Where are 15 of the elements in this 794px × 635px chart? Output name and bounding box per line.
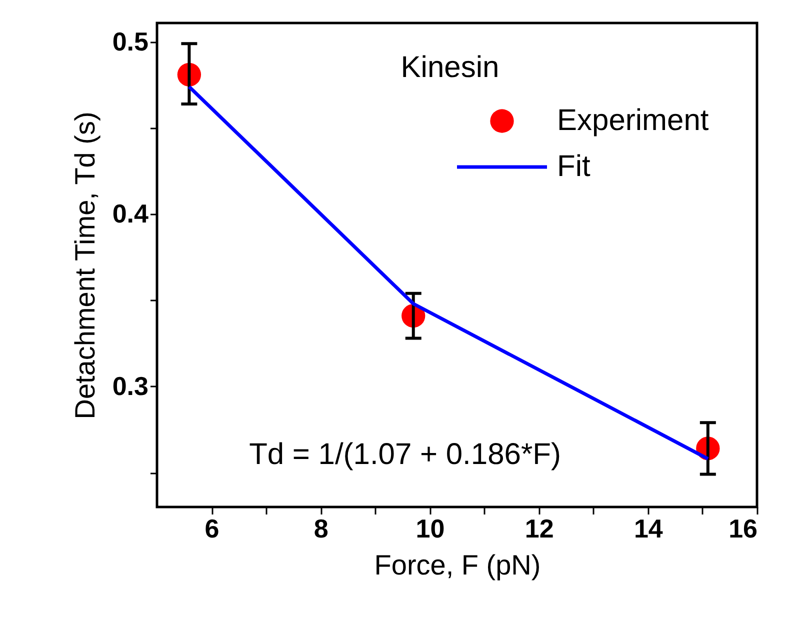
y-tick-label: 0.4 — [112, 198, 150, 229]
y-tick-label: 0.5 — [112, 26, 148, 56]
x-tick-label: 8 — [314, 514, 328, 544]
x-tick-label: 14 — [634, 514, 664, 544]
x-tick-label: 12 — [524, 514, 554, 544]
x-tick-label: 6 — [204, 514, 220, 544]
x-tick-label: 10 — [416, 514, 445, 544]
y-tick-label: 0.3 — [112, 370, 148, 401]
x-tick-label: 16 — [728, 514, 758, 544]
x-axis-title: Force, F (pN) — [374, 550, 541, 580]
legend-label: Experiment — [557, 104, 710, 137]
annotation: Kinesin — [400, 51, 500, 84]
y-axis-title: Detachment Time, Td (s) — [69, 112, 100, 420]
annotation: Td = 1/(1.07 + 0.186*F) — [249, 438, 561, 471]
legend-label: Fit — [557, 150, 591, 183]
